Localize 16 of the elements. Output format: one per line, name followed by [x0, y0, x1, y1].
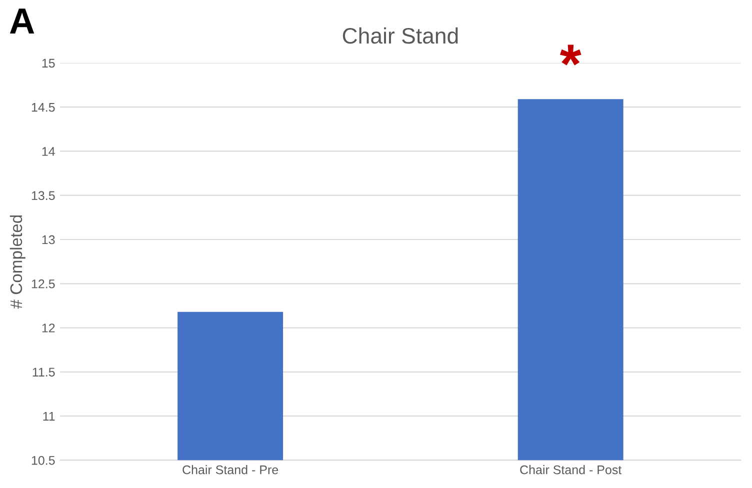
y-tick-label: 12.5 [32, 279, 55, 288]
y-tick-label: 12 [42, 324, 55, 332]
y-tick-label: 13 [42, 235, 55, 244]
y-tick-label: 14 [42, 147, 55, 156]
y-tick-label: 10.5 [32, 456, 55, 465]
y-tick-label: 14.5 [32, 103, 55, 112]
annotation: * [560, 44, 582, 66]
y-tick-label: 11 [43, 412, 55, 421]
y-tick-label: 15 [42, 58, 55, 68]
y-tick-label: 13.5 [32, 191, 55, 200]
x-tick-label: Chair Stand - Post [520, 465, 622, 474]
y-axis-title: # Completed [10, 215, 26, 309]
y-tick-label: 11.5 [32, 368, 55, 377]
x-tick-label: Chair Stand - Pre [182, 465, 278, 474]
text: A [10, 8, 34, 34]
chart-title: Chair Stand [342, 27, 458, 44]
